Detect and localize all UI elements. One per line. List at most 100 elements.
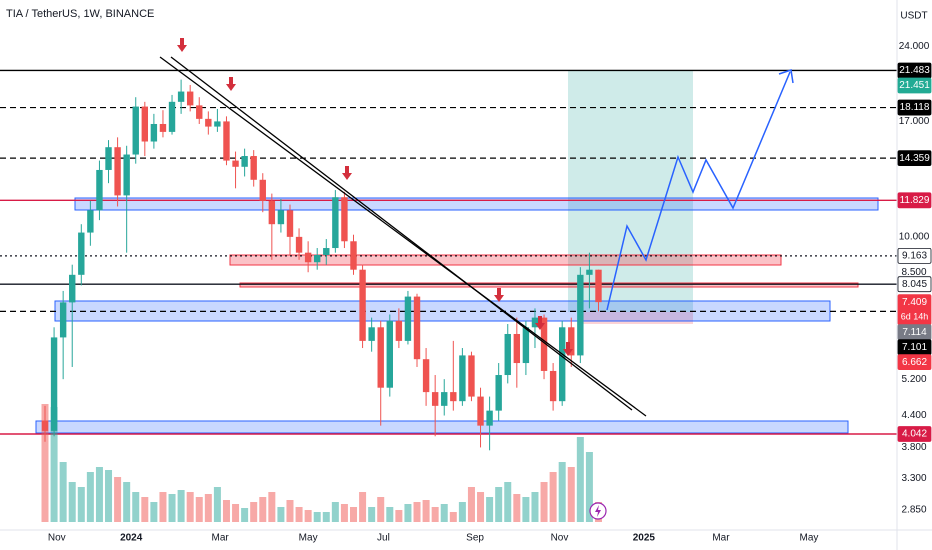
candle-body (323, 248, 330, 256)
candle-body (214, 121, 221, 127)
volume-bar (576, 437, 584, 522)
arrow-marker (494, 288, 504, 302)
candle-body (196, 105, 203, 119)
candle-body (386, 320, 393, 388)
candle-body (159, 123, 167, 132)
candle-body (558, 327, 566, 402)
candle-body (568, 327, 575, 356)
price-label: 18.118 (900, 102, 930, 113)
resistance-zone (239, 282, 859, 288)
trend-line (170, 56, 633, 411)
volume-bar (567, 467, 575, 522)
arrow-marker (535, 316, 545, 330)
x-tick-label: May (299, 533, 318, 544)
candle-body (395, 320, 403, 341)
price-unit: USDT (900, 11, 927, 22)
y-tick-label: 3.800 (901, 442, 926, 453)
x-tick-label: 2025 (633, 533, 656, 544)
volume-bar (359, 492, 367, 522)
candle-body (513, 333, 521, 364)
volume-bar (404, 504, 412, 522)
volume-bar (386, 507, 394, 522)
candle-body (431, 392, 439, 406)
volume-bar (177, 490, 185, 522)
candle-body (422, 359, 430, 393)
arrow-marker (226, 77, 236, 91)
candle-body (350, 241, 357, 270)
price-label: 6.662 (902, 357, 927, 368)
volume-bar (259, 497, 267, 522)
y-tick-label: 8.500 (901, 267, 926, 278)
volume-bar (168, 494, 176, 522)
plot-area (0, 69, 897, 522)
axes: 24.00020.00017.00010.0008.5005.2004.4003… (48, 41, 932, 544)
volume-bar (440, 504, 448, 522)
price-label: 14.359 (899, 153, 930, 164)
event-icon-glyph (595, 505, 601, 517)
bar-countdown: 6d 14h (901, 312, 929, 322)
arrow-marker (563, 342, 573, 356)
volume-bar (522, 497, 530, 522)
candle-body (59, 302, 67, 338)
price-label-box (897, 354, 932, 371)
price-label: 7.114 (902, 327, 927, 338)
target-zone (568, 70, 693, 312)
arrow-marker (342, 166, 352, 180)
volume-bar (150, 502, 158, 522)
volume-bar (377, 497, 385, 522)
volume-bar (295, 507, 303, 522)
volume-bar (304, 510, 312, 522)
volume-bar (204, 494, 212, 522)
x-tick-label: May (800, 533, 819, 544)
volume-bar (241, 508, 249, 522)
candle-body (223, 121, 230, 161)
candle-body (132, 106, 139, 155)
volume-bar (549, 472, 557, 522)
price-label: 4.042 (902, 429, 927, 440)
volume-bar (222, 500, 230, 522)
candle-body (549, 370, 557, 402)
candle-body (50, 337, 58, 431)
candle-body (586, 269, 593, 275)
candle-body (304, 252, 312, 263)
volume-bar (95, 467, 103, 522)
price-label-box (897, 276, 932, 293)
candle-body (468, 355, 475, 397)
drawing-zones (35, 70, 879, 434)
candle-body (268, 200, 276, 225)
volume-bar (413, 502, 421, 522)
volume-bar (123, 482, 131, 522)
candle-body (250, 156, 257, 180)
chart-title: TIA / TetherUS, 1W, BINANCE (6, 8, 154, 20)
candle-body (368, 327, 375, 341)
price-label: 21.483 (899, 65, 930, 76)
volume-bar (105, 470, 113, 522)
volume-bar (232, 504, 240, 522)
volume-bar (195, 497, 203, 522)
volume-bar (449, 512, 457, 522)
volume-bar (495, 487, 503, 522)
candle-body (314, 255, 321, 263)
volume-bar (141, 497, 149, 522)
volume-bar (504, 482, 512, 522)
candle-body (123, 154, 130, 196)
price-label-box (897, 150, 932, 167)
candle-body (186, 91, 194, 106)
y-tick-label: 2.850 (901, 505, 926, 516)
volume-bar (159, 492, 167, 522)
volume-bar (467, 487, 475, 522)
candle-body (577, 274, 584, 356)
volume-bar (77, 487, 85, 522)
arrow-marker (177, 38, 187, 52)
volume-bar (132, 492, 140, 522)
candle-body (341, 197, 348, 242)
candle-body (87, 210, 94, 233)
support-zone (35, 420, 849, 434)
volume-bar (59, 462, 67, 522)
candle-body (531, 317, 539, 328)
candle-body (241, 156, 248, 167)
volume-bar (513, 494, 521, 522)
annotations (159, 38, 794, 520)
resistance-zone (229, 254, 782, 266)
